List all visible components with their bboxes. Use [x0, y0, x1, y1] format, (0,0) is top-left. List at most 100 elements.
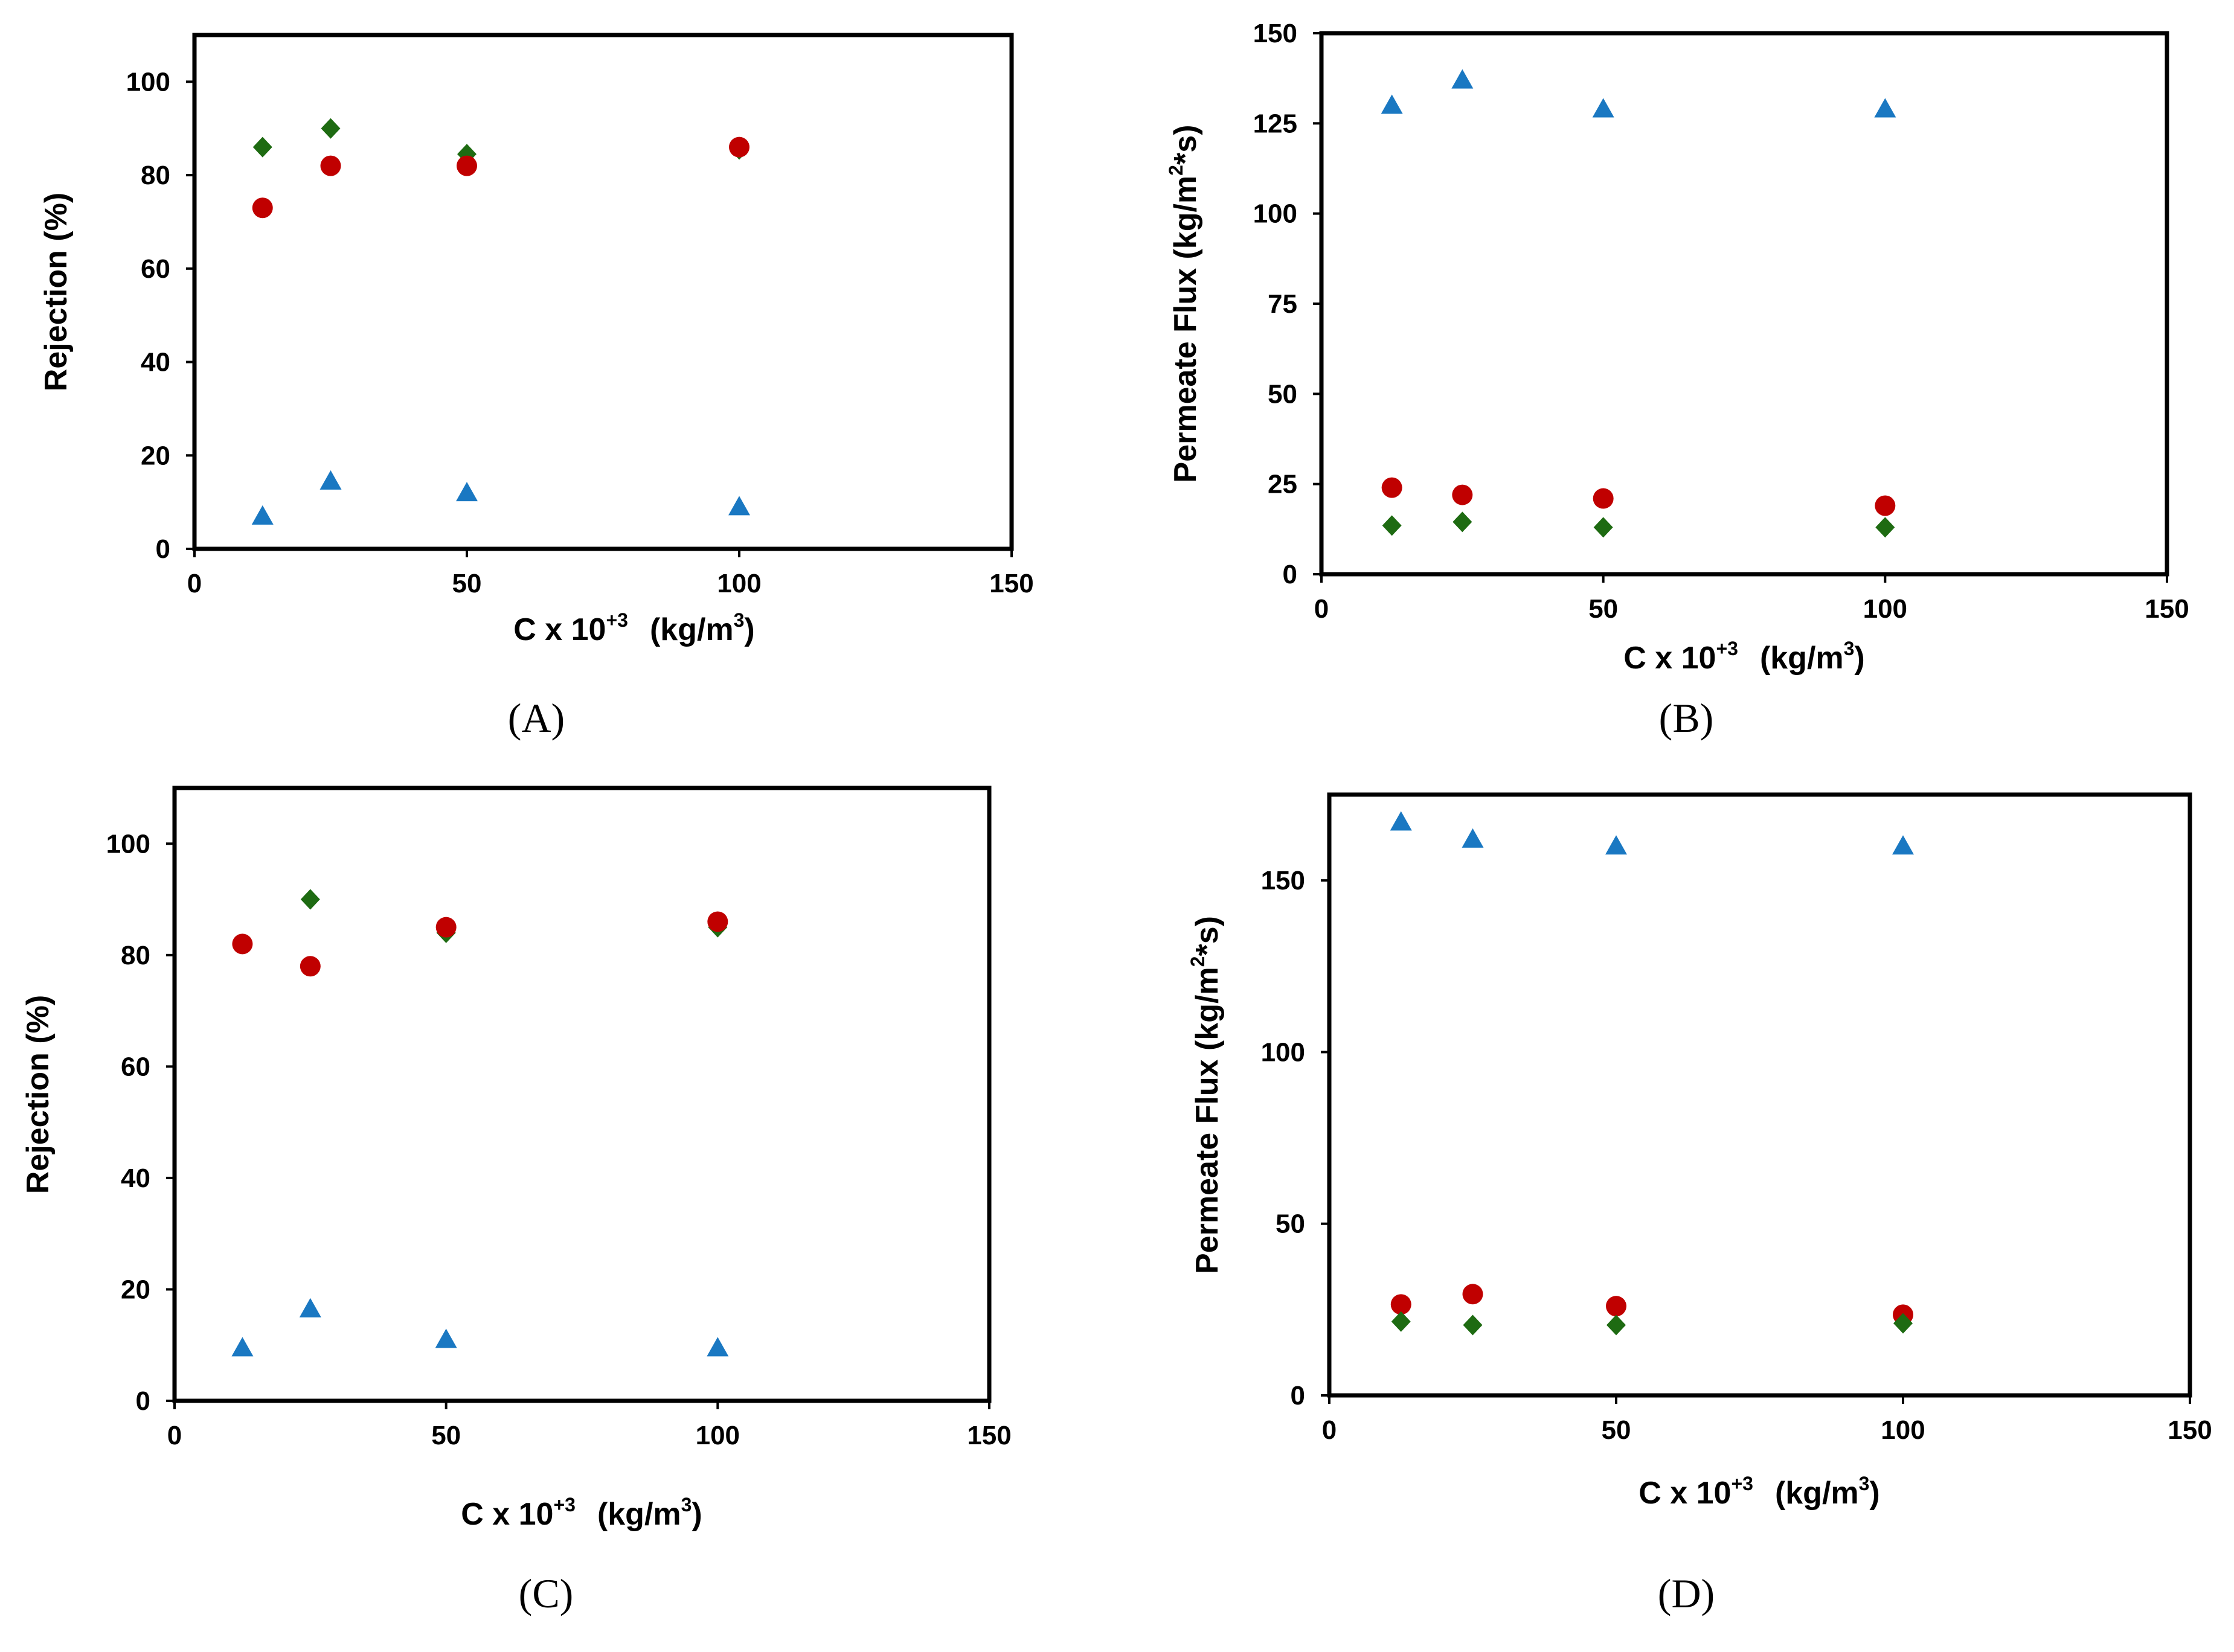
y-axis-label-text: Rejection (%)	[21, 995, 56, 1194]
x-tick-label: 50	[1588, 594, 1618, 624]
chart-panel-b: 0 50 100 150 0 25 50 75 100 125 150 C x 10+3 (kg/m3)…	[1165, 19, 2189, 741]
x-axis-label-unit-exponent: 3	[1844, 638, 1855, 659]
y-tick-label: 75	[1268, 289, 1297, 319]
triangle-point	[707, 1337, 729, 1357]
diamond-point	[457, 144, 477, 165]
x-axis-label-close: )	[1854, 641, 1864, 676]
triangle-point	[1605, 835, 1627, 855]
chart-panel-d: 0 50 100 150 0 50 100 150 C x 10+3 (kg/m3) Permeat…	[1187, 792, 2212, 1616]
triangle-point	[728, 496, 750, 516]
y-axis-label-text: Rejection (%)	[39, 193, 74, 391]
x-tick-label: 150	[2168, 1415, 2212, 1445]
x-tick-label: 0	[1314, 594, 1329, 624]
panel-label: (C)	[519, 1570, 574, 1616]
y-axis-label-exponent: 2	[1187, 956, 1208, 967]
plot-frame	[172, 786, 992, 1403]
x-axis-label-unit: (kg/m	[650, 612, 734, 647]
x-tick-label: 100	[717, 569, 761, 598]
y-tick-label: 100	[1261, 1037, 1305, 1067]
y-axis-label-base: Permeate Flux (kg/m	[1190, 967, 1225, 1274]
triangle-point	[299, 1298, 321, 1317]
x-axis-label-unit: (kg/m	[597, 1497, 681, 1532]
y-tick-label: 0	[1291, 1381, 1305, 1410]
y-tick-label: 60	[141, 254, 170, 284]
y-tick-label: 20	[121, 1275, 150, 1304]
x-tick-label: 150	[989, 569, 1033, 598]
x-axis-label: C x 10+3 (kg/m3)	[461, 1494, 702, 1532]
x-axis-label: C x 10+3 (kg/m3)	[513, 609, 755, 647]
circle-point	[435, 917, 457, 938]
diamond-point	[1875, 517, 1895, 538]
circle-point	[300, 956, 321, 977]
x-axis-label-exponent: +3	[1716, 638, 1738, 659]
y-tick-label: 20	[141, 441, 170, 470]
y-tick-label: 50	[1268, 379, 1297, 409]
triangle-point	[251, 505, 274, 525]
y-tick-label: 80	[121, 941, 150, 970]
x-axis-label: C x 10+3 (kg/m3)	[1639, 1473, 1880, 1511]
circle-point	[1390, 1294, 1411, 1315]
diamond-point	[1463, 1314, 1483, 1336]
chart-panel-a: 0 50 100 150 0 20 40 60 80 100 C x 10+3 (kg/m3) Reje…	[39, 33, 1034, 741]
x-tick-label: 50	[452, 569, 482, 598]
y-tick-label: 40	[121, 1164, 150, 1193]
panel-label: (D)	[1658, 1570, 1715, 1616]
x-axis-label-base: C x 10	[461, 1497, 553, 1532]
circle-point	[232, 933, 253, 955]
y-tick-label: 80	[141, 161, 170, 190]
circle-point	[1606, 1296, 1626, 1317]
x-tick-label: 0	[187, 569, 202, 598]
panel-label: (B)	[1659, 695, 1714, 741]
triangle-point	[435, 1328, 457, 1348]
diamond-point	[1606, 1314, 1626, 1336]
y-tick-label: 0	[136, 1386, 150, 1416]
circle-point	[1875, 495, 1896, 516]
circle-point	[1462, 1284, 1483, 1305]
circle-point	[707, 911, 728, 932]
y-axis-label-tail: *s)	[1190, 916, 1225, 956]
x-axis-label-close: )	[1869, 1476, 1879, 1511]
plot-frame	[1327, 792, 2192, 1398]
x-axis-label-close: )	[692, 1497, 702, 1532]
circle-point	[457, 155, 477, 176]
diamond-point	[1893, 1313, 1913, 1334]
triangle-point	[1874, 98, 1896, 118]
y-tick-label: 0	[1283, 560, 1297, 589]
triangle-point	[1381, 94, 1403, 114]
triangle-point	[231, 1337, 254, 1357]
triangle-point	[1462, 828, 1484, 848]
triangle-point	[319, 470, 342, 490]
circle-point	[729, 136, 749, 158]
x-axis-label-unit-exponent: 3	[681, 1494, 692, 1516]
triangle-point	[1390, 811, 1412, 831]
x-axis-label-unit: (kg/m	[1775, 1476, 1859, 1511]
diamond-point	[300, 889, 320, 910]
y-tick-label: 50	[1276, 1209, 1305, 1239]
plot-frame	[1319, 31, 2169, 577]
y-tick-label: 0	[156, 534, 170, 564]
diamond-point	[1382, 515, 1402, 536]
x-axis-label-exponent: +3	[553, 1494, 575, 1516]
x-tick-label: 50	[431, 1421, 461, 1450]
circle-point	[1452, 484, 1473, 505]
chart-panel-c: 0 50 100 150 0 20 40 60 80 100 C x 10+3 (kg/m3) Reje…	[21, 786, 1012, 1616]
y-axis-label: Rejection (%)	[39, 193, 74, 391]
y-tick-label: 25	[1268, 470, 1297, 499]
x-axis-label-base: C x 10	[1639, 1476, 1731, 1511]
circle-point	[1381, 477, 1402, 498]
y-tick-label: 150	[1253, 19, 1297, 48]
y-tick-label: 100	[106, 829, 150, 859]
diamond-point	[252, 136, 272, 158]
x-tick-label: 0	[167, 1421, 182, 1450]
y-tick-label: 60	[121, 1052, 150, 1081]
diamond-point	[1452, 511, 1472, 533]
diamond-point	[1391, 1311, 1411, 1332]
x-axis-label-exponent: +3	[606, 609, 628, 631]
x-axis-label-unit-exponent: 3	[734, 609, 745, 631]
y-tick-label: 150	[1261, 866, 1305, 895]
y-axis-label: Permeate Flux (kg/m2*s)	[1165, 125, 1203, 483]
y-tick-label: 125	[1253, 109, 1297, 138]
triangle-point	[1892, 835, 1914, 855]
y-axis-label: Rejection (%)	[21, 995, 56, 1194]
